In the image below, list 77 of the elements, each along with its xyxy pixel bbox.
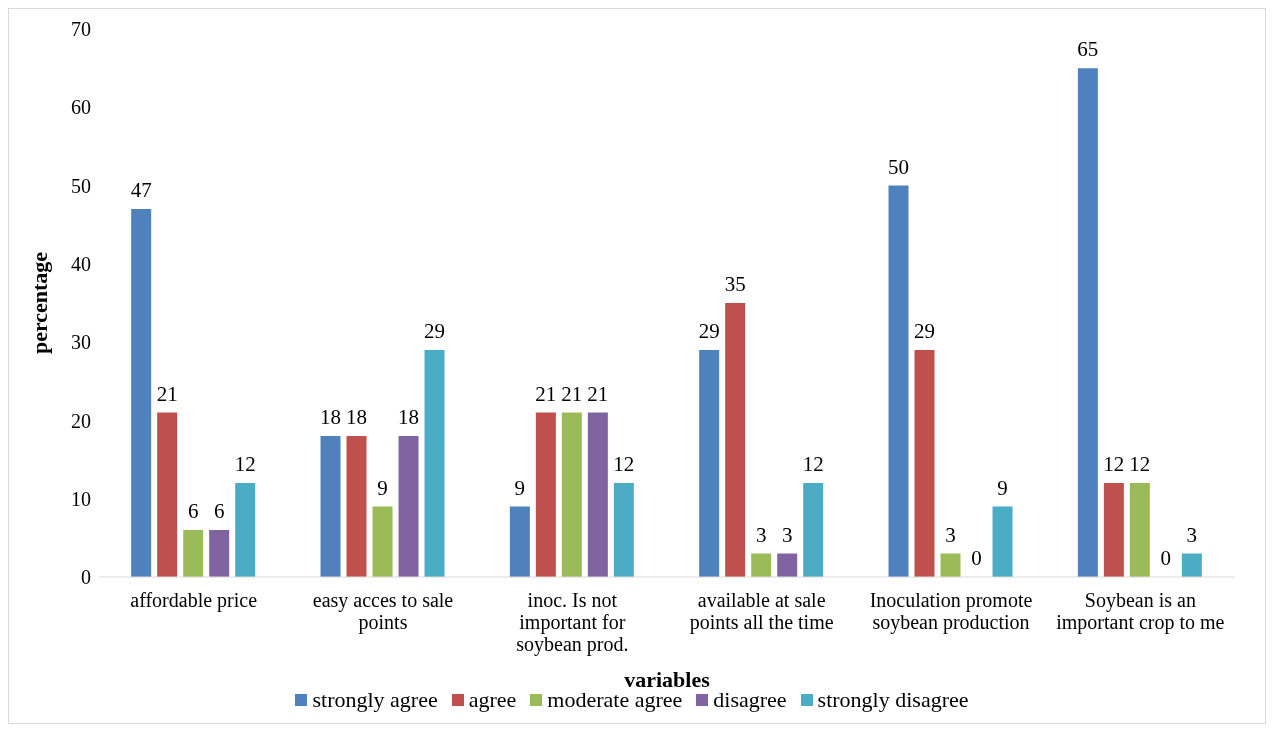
data-label: 18 (398, 405, 420, 430)
bar (346, 436, 367, 577)
x-tick-label: easy acces to sale points (312, 589, 454, 634)
data-label: 3 (781, 522, 793, 547)
bar (699, 349, 720, 577)
bar (398, 436, 419, 577)
x-tick-label: Inoculation promote soybean production (869, 589, 1033, 634)
legend-label: strongly agree (311, 687, 438, 713)
bar (725, 303, 746, 577)
bar (803, 483, 824, 577)
bar (509, 506, 530, 577)
data-label: 29 (914, 318, 936, 343)
bar (613, 483, 634, 577)
bar (535, 412, 556, 577)
bar (183, 530, 204, 577)
y-tick-label: 40 (71, 252, 91, 275)
legend-label: disagree (713, 687, 787, 712)
bar (992, 506, 1013, 577)
data-label: 3 (1186, 522, 1198, 547)
bar (157, 412, 178, 577)
data-label: 18 (346, 405, 368, 430)
data-label: 3 (945, 522, 956, 547)
y-tick-label: 20 (71, 409, 91, 432)
data-label: 65 (1077, 37, 1099, 62)
data-label: 9 (514, 475, 526, 500)
y-tick-label: 10 (71, 487, 91, 510)
legend-label: agree (467, 687, 517, 713)
data-label: 12 (802, 452, 824, 477)
bar (561, 412, 582, 577)
y-tick-label: 30 (71, 331, 91, 354)
data-label: 35 (724, 272, 746, 296)
data-label: 21 (535, 381, 557, 406)
bar (1103, 483, 1124, 577)
legend-label: strongly disagree (816, 687, 969, 713)
data-label: 21 (156, 381, 178, 406)
data-label: 21 (561, 381, 583, 406)
bar (1129, 483, 1150, 577)
bar (424, 349, 445, 577)
x-tick-label: Soybean is an important crop to me (1056, 589, 1225, 634)
data-label: 21 (587, 381, 609, 406)
data-label: 9 (377, 475, 388, 500)
data-label: 12 (234, 452, 256, 477)
data-label: 18 (320, 405, 342, 430)
bar (888, 185, 909, 577)
data-label: 29 (698, 318, 720, 343)
y-tick-label: 60 (71, 96, 91, 119)
data-label: 6 (187, 499, 199, 524)
x-tick-label: affordable price (130, 589, 258, 612)
y-tick-label: 50 (71, 174, 91, 197)
bar (777, 553, 798, 577)
x-tick-label: available at sale points all the time (689, 589, 834, 634)
data-label: 0 (1160, 545, 1172, 570)
bar (751, 553, 772, 577)
x-tick-label: inoc. Is not important for soybean prod. (516, 589, 629, 656)
data-label: 9 (997, 475, 1008, 500)
data-label: 12 (613, 452, 635, 477)
bar (372, 506, 393, 577)
bar (1077, 68, 1098, 577)
y-tick-label: 70 (71, 18, 91, 41)
data-label: 29 (424, 318, 446, 343)
bar (131, 209, 152, 577)
bar (209, 530, 230, 577)
data-label: 47 (130, 178, 152, 203)
data-label: 12 (1129, 452, 1151, 477)
bar (235, 483, 256, 577)
y-axis-title: percentage (26, 251, 52, 355)
bar (940, 553, 961, 577)
data-label: 6 (213, 499, 225, 524)
bar (587, 412, 608, 577)
bar (914, 349, 935, 577)
data-label: 3 (755, 522, 767, 547)
data-label: 50 (888, 154, 910, 179)
y-tick-label: 0 (81, 566, 91, 589)
data-label: 12 (1103, 452, 1125, 477)
bar (320, 436, 341, 577)
bar (1181, 553, 1202, 577)
data-label: 0 (971, 545, 982, 570)
